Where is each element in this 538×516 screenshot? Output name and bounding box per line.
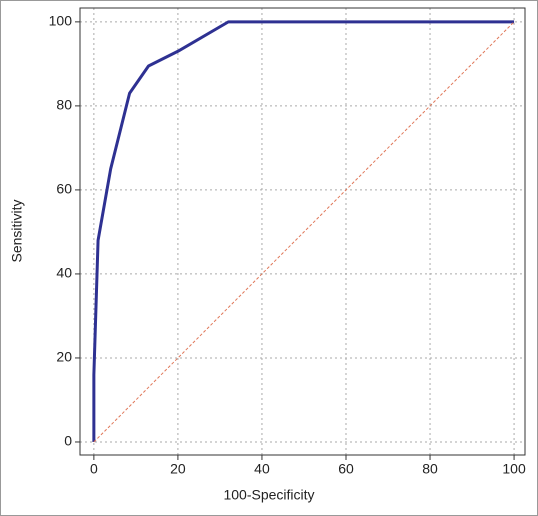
x-tick-label: 0 [90, 461, 98, 477]
y-tick-label: 100 [49, 13, 73, 29]
y-axis-title: Sensitivity [9, 199, 25, 262]
plot-frame [79, 7, 526, 456]
y-tick-label: 0 [64, 433, 72, 449]
x-tick-label: 60 [338, 461, 354, 477]
y-tick-label: 80 [56, 97, 72, 113]
x-tick-label: 20 [170, 461, 186, 477]
y-tick-label: 40 [56, 265, 72, 281]
y-tick-label: 60 [56, 181, 72, 197]
reference-line [93, 21, 515, 443]
x-tick-label: 80 [422, 461, 438, 477]
x-tick-label: 40 [254, 461, 270, 477]
x-axis-title: 100-Specificity [223, 487, 314, 503]
roc-curve [92, 20, 515, 442]
y-tick-label: 20 [56, 349, 72, 365]
x-tick-label: 100 [502, 461, 526, 477]
